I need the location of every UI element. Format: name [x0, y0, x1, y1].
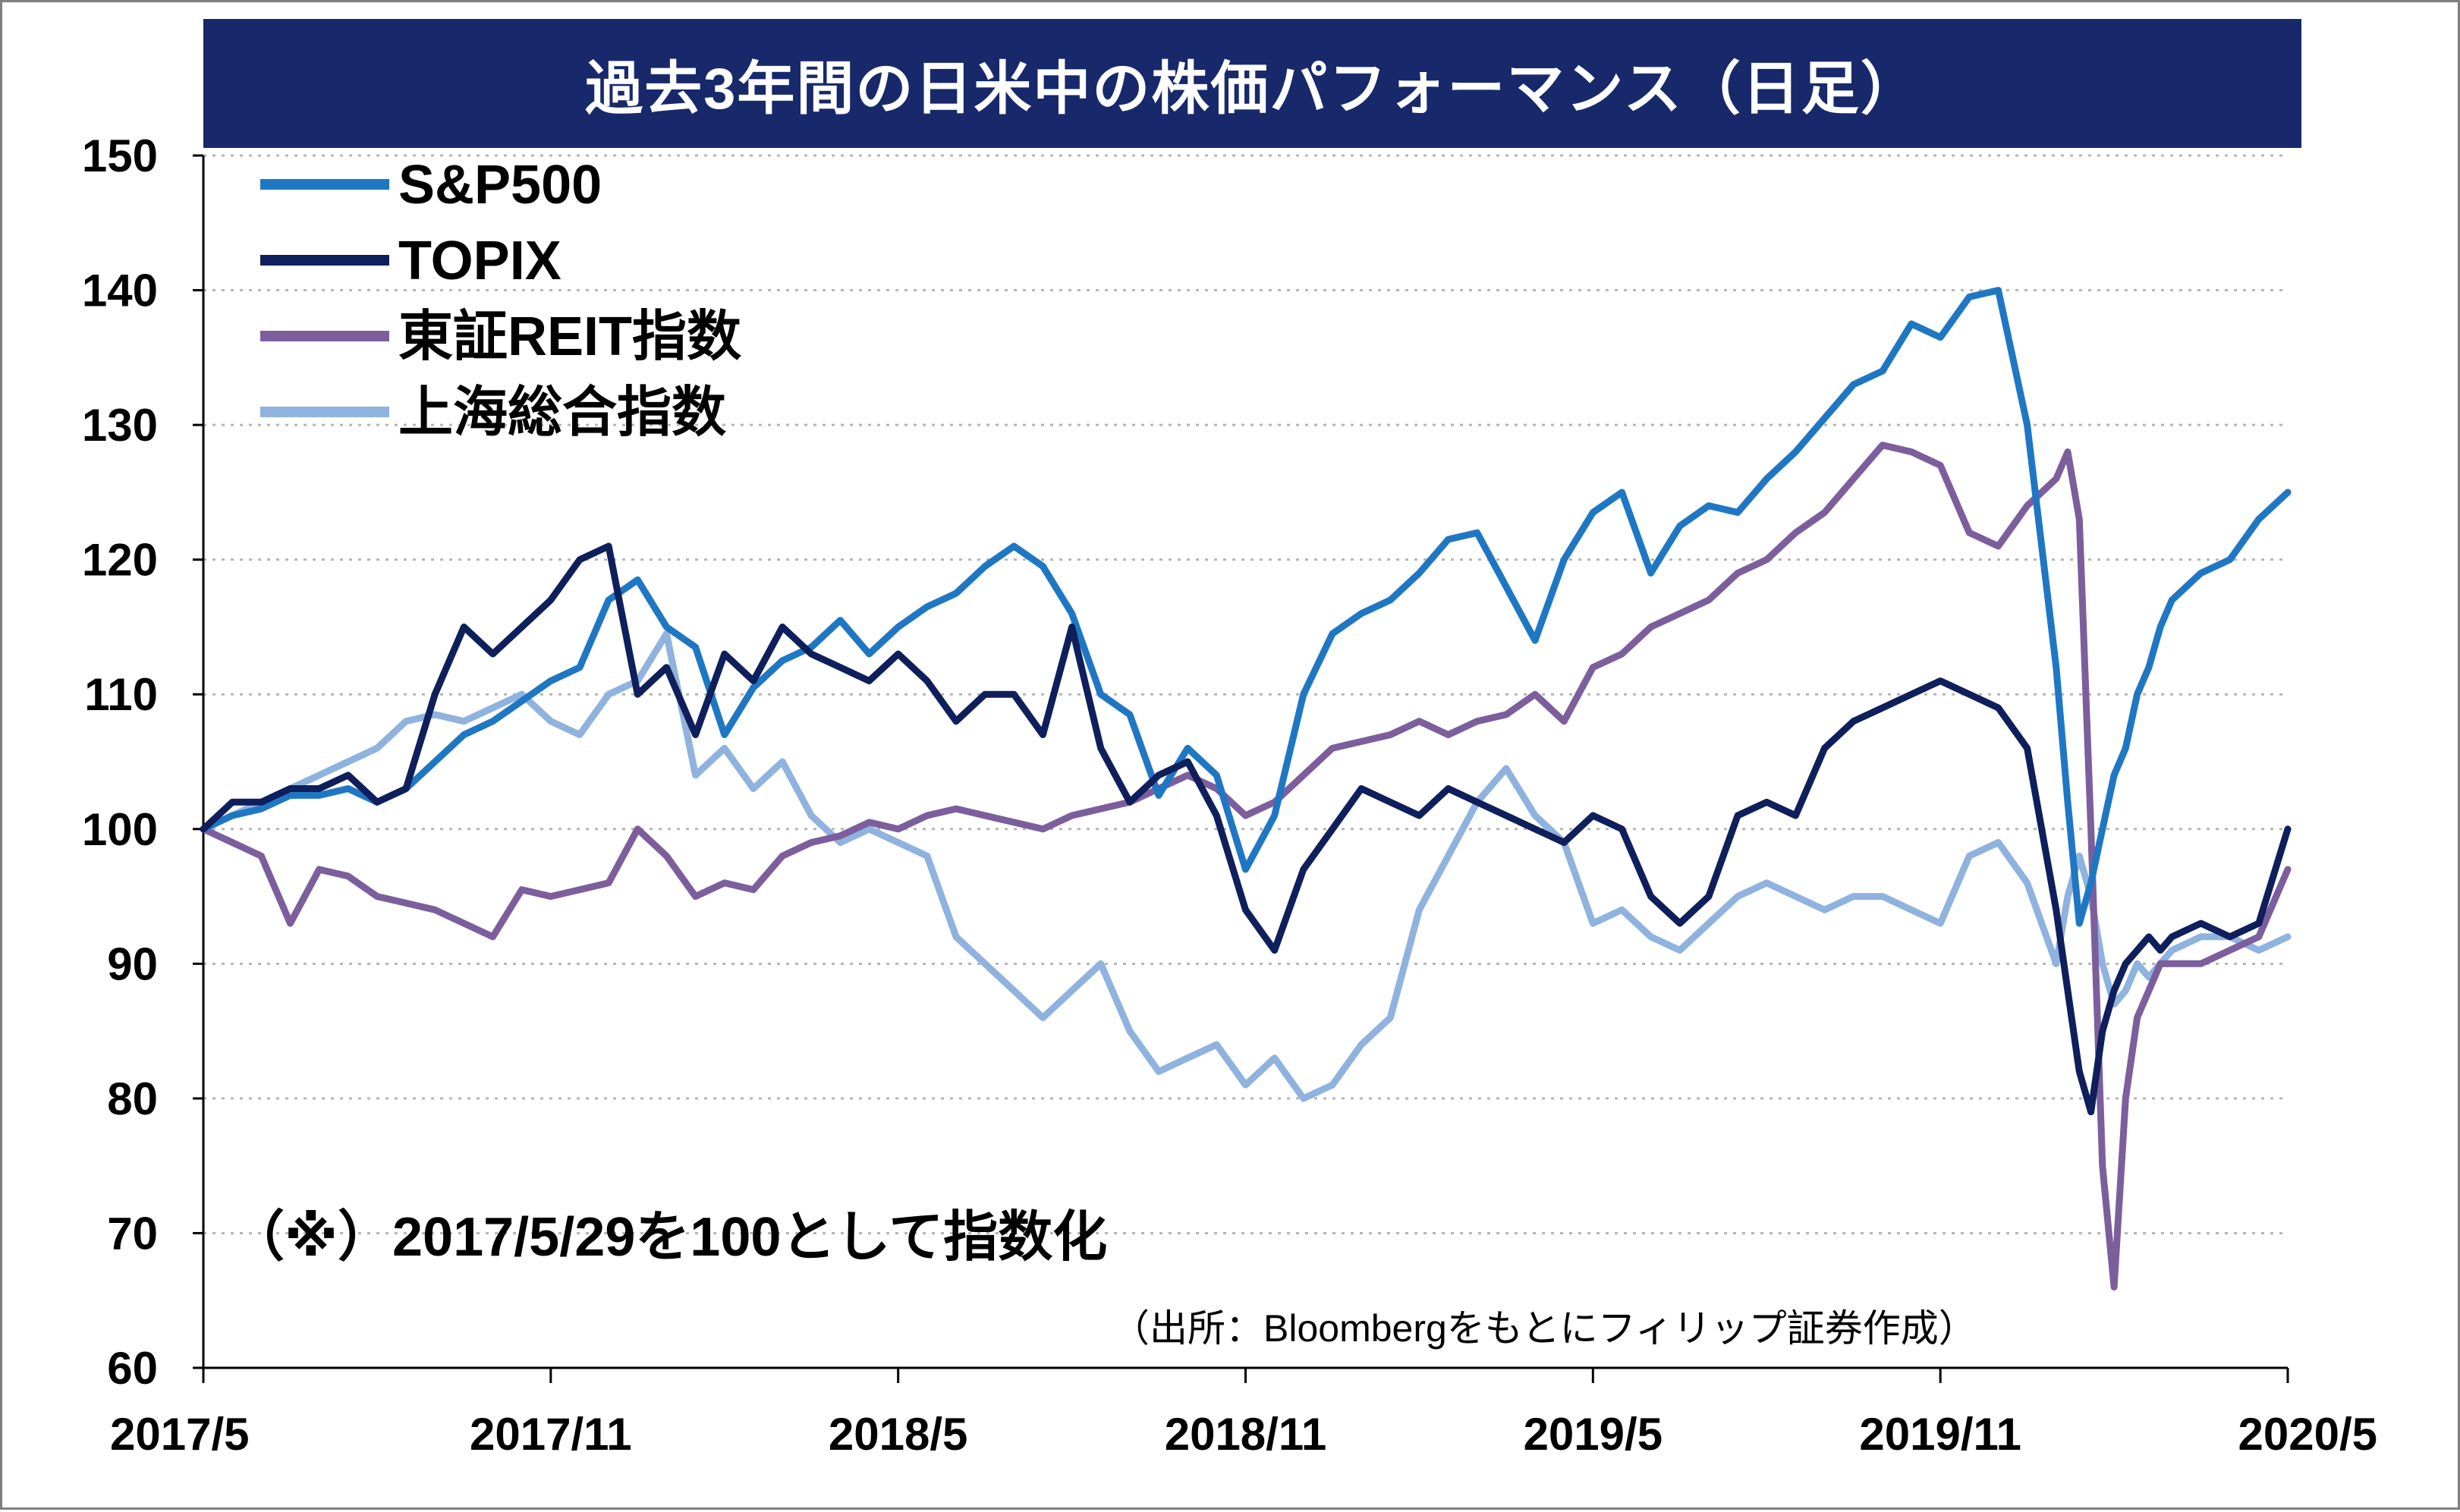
y-tick-label-5: 110	[84, 669, 158, 720]
y-tick-label-2: 80	[107, 1073, 158, 1124]
legend-label-3: 上海総合指数	[398, 382, 726, 443]
y-tick-label-3: 90	[107, 938, 158, 989]
legend-label-2: 東証REIT指数	[398, 306, 741, 367]
series-lines	[200, 287, 2292, 1290]
y-tick-label-7: 130	[82, 400, 158, 451]
y-tick-label-6: 120	[82, 535, 158, 586]
axes	[193, 154, 2289, 1383]
x-tick-label-6: 2020/5	[2238, 1409, 2377, 1460]
y-tick-label-9: 150	[82, 130, 158, 181]
series-line-2	[200, 442, 2292, 1290]
series-line-1	[200, 542, 2292, 1116]
series-line-0	[200, 287, 2292, 927]
legend-label-1: TOPIX	[398, 231, 562, 291]
y-tick-label-4: 100	[82, 804, 158, 855]
y-tick-label-0: 60	[107, 1343, 158, 1394]
x-tick-label-5: 2019/11	[1859, 1409, 2021, 1460]
chart-title: 過去3年間の日米中の株価パフォーマンス（日足）	[203, 19, 2301, 148]
x-tick-labels: 2017/5 2017/11 2018/5 2018/11 2019/5 2019/11 2…	[110, 1409, 2377, 1460]
gridlines	[203, 154, 2288, 1234]
y-tick-labels: 60 70 80 90 100 110 120 130 140 150	[82, 130, 158, 1394]
legend-label-0: S&P500	[398, 155, 602, 215]
y-tick-label-8: 140	[82, 266, 158, 316]
x-tick-label-3: 2018/11	[1165, 1409, 1327, 1460]
x-tick-label-4: 2019/5	[1524, 1409, 1663, 1460]
x-tick-label-2: 2018/5	[829, 1409, 968, 1460]
x-tick-label-0: 2017/5	[110, 1409, 250, 1460]
chart-source: （出所：Bloombergをもとにフィリップ証券作成）	[1112, 1307, 1977, 1350]
series-line-3	[200, 630, 2292, 1102]
chart-note: （※）2017/5/29を100として指数化	[230, 1207, 1107, 1268]
x-tick-label-1: 2017/11	[470, 1409, 632, 1460]
y-tick-label-1: 70	[107, 1208, 158, 1259]
